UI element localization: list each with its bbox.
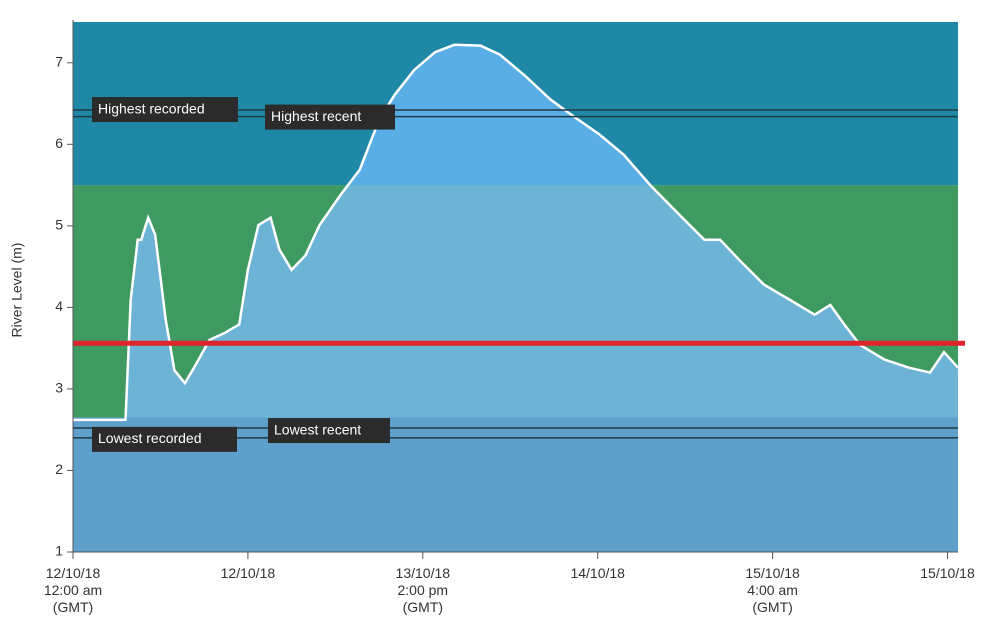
y-tick-label: 3 [55, 380, 63, 396]
y-tick-label: 1 [55, 543, 63, 559]
reference-label-box [92, 426, 237, 452]
reference-label: Highest recorded [98, 100, 205, 116]
area-fill [348, 44, 651, 186]
x-tick-label: 12/10/18 12:00 am (GMT) [43, 565, 103, 615]
x-tick-label: 12/10/18 [220, 565, 276, 581]
x-tick-label: 13/10/18 2:00 pm (GMT) [395, 565, 451, 615]
level-line [73, 43, 959, 422]
reference-label-box [92, 97, 238, 123]
x-tick-label: 15/10/18 [920, 565, 975, 581]
reference-label: Lowest recent [274, 421, 361, 437]
area-fill [125, 185, 958, 418]
y-tick-label: 7 [55, 53, 63, 69]
y-tick-label: 6 [55, 135, 63, 151]
y-axis-label: River Level (m) [9, 243, 25, 338]
area-fill [73, 417, 958, 552]
reference-label-box [265, 104, 395, 130]
y-tick-label: 5 [55, 217, 63, 233]
reference-label: Highest recent [271, 108, 361, 124]
x-tick-label: 14/10/18 [570, 565, 625, 581]
y-tick-label: 2 [55, 461, 63, 477]
y-tick-label: 4 [55, 298, 63, 314]
reference-label: Lowest recorded [98, 430, 202, 446]
x-tick-label: 15/10/18 4:00 am (GMT) [745, 565, 800, 615]
reference-label-box [268, 418, 390, 444]
